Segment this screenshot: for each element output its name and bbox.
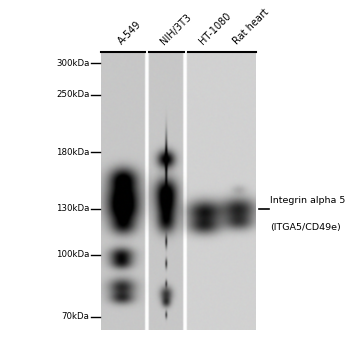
Text: 250kDa: 250kDa bbox=[56, 90, 90, 99]
Text: Integrin alpha 5: Integrin alpha 5 bbox=[270, 196, 346, 205]
Text: 300kDa: 300kDa bbox=[56, 58, 90, 68]
Text: 70kDa: 70kDa bbox=[62, 312, 90, 321]
Text: NIH/3T3: NIH/3T3 bbox=[159, 12, 194, 47]
Text: (ITGA5/CD49e): (ITGA5/CD49e) bbox=[270, 223, 341, 232]
Text: 100kDa: 100kDa bbox=[56, 250, 90, 259]
Text: 180kDa: 180kDa bbox=[56, 148, 90, 156]
Text: Rat heart: Rat heart bbox=[231, 7, 271, 47]
Text: A-549: A-549 bbox=[116, 20, 143, 47]
Text: HT-1080: HT-1080 bbox=[197, 11, 232, 47]
Text: 130kDa: 130kDa bbox=[56, 204, 90, 214]
